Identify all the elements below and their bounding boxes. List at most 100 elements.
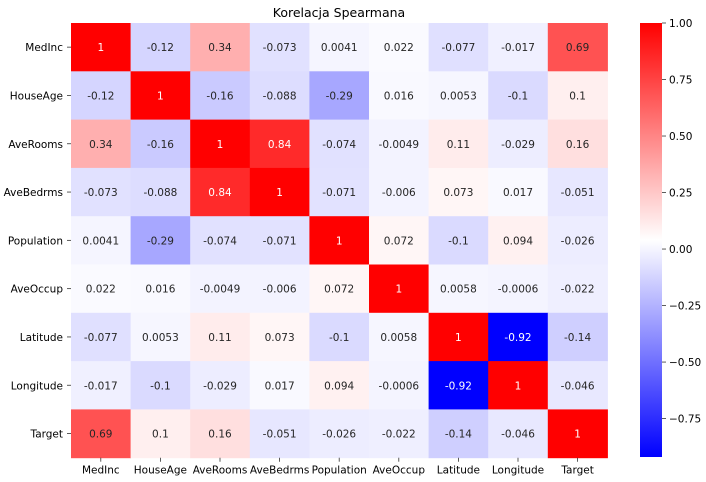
cell-value-label: 0.094 — [324, 380, 354, 392]
heatmap-cell — [547, 361, 608, 410]
heatmap-cell — [249, 312, 310, 362]
cell-value-label: 0.094 — [503, 235, 533, 247]
cell-value-label: -0.0049 — [379, 139, 420, 151]
heatmap-cell — [190, 119, 251, 169]
heatmap-cell — [190, 312, 251, 362]
cell-value-label: -0.026 — [561, 235, 595, 247]
cell-value-label: -0.022 — [382, 429, 416, 441]
heatmap-cell — [547, 119, 608, 169]
colorbar-tick-label: 0.50 — [669, 131, 692, 143]
heatmap-cell — [488, 167, 549, 217]
heatmap-cell — [130, 167, 191, 217]
colorbar-tick-label: −0.75 — [669, 414, 701, 426]
heatmap-cell — [130, 264, 191, 314]
heatmap-cell — [71, 361, 132, 410]
heatmap-cell — [428, 71, 489, 121]
chart-title: Korelacja Spearmana — [273, 5, 405, 20]
heatmap-cell — [71, 119, 132, 169]
cell-value-label: 1 — [574, 429, 581, 441]
heatmap-cell — [488, 409, 549, 459]
heatmap-cell — [130, 312, 191, 362]
colorbar-tick-label: 1.00 — [669, 18, 692, 30]
cell-value-label: 0.0041 — [82, 235, 119, 247]
x-tick-label: Target — [560, 465, 593, 477]
heatmap-cell — [488, 264, 549, 314]
x-tick-label: Longitude — [492, 465, 544, 477]
heatmap-cell — [488, 361, 549, 410]
cell-value-label: 0.1 — [569, 90, 586, 102]
heatmap-cell — [190, 216, 251, 265]
heatmap-cell — [130, 361, 191, 410]
heatmap-cell — [369, 119, 430, 169]
y-tick-label: AveBedrms — [4, 187, 63, 199]
heatmap-cell — [547, 23, 608, 72]
heatmap-cell — [249, 361, 310, 410]
cell-value-label: 0.16 — [566, 139, 590, 151]
cell-value-label: 0.11 — [208, 332, 231, 344]
y-tick-label: HouseAge — [10, 90, 63, 102]
heatmap-cell — [190, 361, 251, 410]
x-tick-label: AveBedrms — [250, 465, 309, 477]
cell-value-label: 0.017 — [503, 187, 533, 199]
cell-value-label: 1 — [97, 42, 104, 54]
heatmap-cell — [428, 264, 489, 314]
cell-value-label: -0.051 — [561, 187, 595, 199]
heatmap-cell — [488, 312, 549, 362]
colorbar-tick-label: 0.25 — [669, 188, 692, 200]
cell-value-label: -0.073 — [263, 42, 297, 54]
heatmap-cell — [71, 312, 132, 362]
y-tick-label: AveRooms — [8, 139, 63, 151]
colorbar-gradient — [640, 23, 662, 457]
heatmap-cell — [190, 71, 251, 121]
cell-value-label: 0.69 — [89, 429, 112, 441]
heatmap-cell — [428, 167, 489, 217]
cell-value-label: -0.046 — [501, 429, 535, 441]
cell-value-label: 0.073 — [443, 187, 473, 199]
x-tick-label: HouseAge — [134, 465, 187, 477]
heatmap-cell — [488, 71, 549, 121]
cell-value-label: 0.84 — [208, 187, 232, 199]
heatmap-cell — [309, 312, 370, 362]
heatmap-cell — [309, 167, 370, 217]
heatmap-cell — [71, 216, 132, 265]
heatmap-cell — [547, 167, 608, 217]
cell-value-label: 0.073 — [265, 332, 295, 344]
cell-value-label: 1 — [276, 187, 283, 199]
heatmap-cell — [547, 312, 608, 362]
heatmap-cell — [309, 71, 370, 121]
x-tick-label: Population — [312, 465, 367, 477]
colorbar-tick-label: 0.00 — [669, 244, 692, 256]
cell-value-label: -0.088 — [143, 187, 177, 199]
cell-value-label: 1 — [455, 332, 462, 344]
heatmap-cell — [71, 409, 132, 459]
y-tick-label: Target — [30, 429, 63, 441]
heatmap-cell — [369, 71, 430, 121]
cell-value-label: -0.073 — [84, 187, 118, 199]
cell-value-label: 0.0053 — [142, 332, 179, 344]
cell-value-label: -0.088 — [263, 90, 297, 102]
heatmap-cell — [488, 216, 549, 265]
heatmap-cell — [190, 409, 251, 459]
heatmap-cell — [369, 361, 430, 410]
cell-value-label: 0.69 — [566, 42, 589, 54]
cell-value-label: 0.0041 — [321, 42, 358, 54]
heatmap-cell — [130, 216, 191, 265]
x-tick-label: Latitude — [437, 465, 480, 477]
cell-value-label: 1 — [395, 284, 402, 296]
cell-value-label: -0.0006 — [498, 284, 539, 296]
heatmap-cell — [488, 119, 549, 169]
cell-value-label: -0.14 — [564, 332, 591, 344]
cell-value-label: -0.074 — [322, 139, 356, 151]
colorbar-tick-label: 0.75 — [669, 75, 692, 87]
cell-value-label: 0.016 — [384, 90, 414, 102]
cell-value-label: -0.12 — [147, 42, 174, 54]
y-tick-label: AveOccup — [11, 284, 64, 296]
cell-value-label: -0.16 — [147, 139, 174, 151]
cell-value-label: 0.017 — [265, 380, 295, 392]
colorbar-axis: 1.00 0.75 0.50 0.25 0.00 −0.25 −0.50 −0.75 — [662, 18, 701, 426]
cell-value-label: -0.1 — [150, 380, 171, 392]
cell-value-label: 0.34 — [89, 139, 113, 151]
cell-value-label: 1 — [336, 235, 343, 247]
cell-value-label: -0.29 — [147, 235, 174, 247]
cell-value-label: -0.12 — [87, 90, 114, 102]
